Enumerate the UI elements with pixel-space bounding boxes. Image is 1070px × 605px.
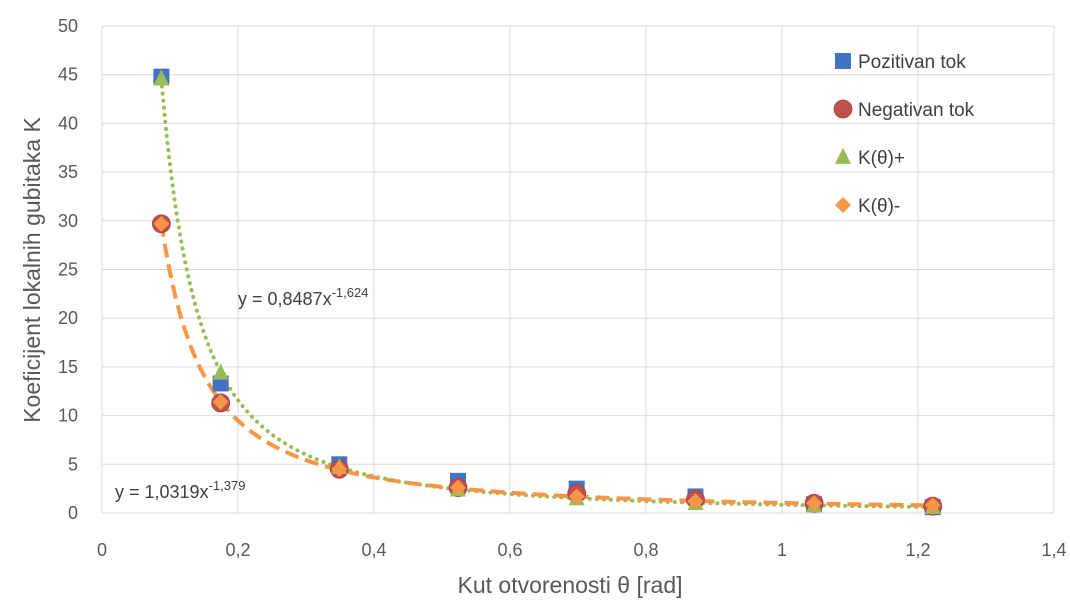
grid [101,25,1055,514]
data-point-diamond [153,215,170,232]
y-tick-label: 0 [68,503,78,523]
data-point-diamond [806,495,823,512]
y-tick-label: 25 [58,260,78,280]
y-tick-label: 20 [58,308,78,328]
data-point-triangle [212,363,229,380]
data-point-diamond [331,461,348,478]
y-tick-label: 30 [58,211,78,231]
legend-marker-diamond [835,197,851,213]
y-tick-label: 45 [58,65,78,85]
y-tick-label: 35 [58,162,78,182]
y-tick-label: 5 [68,454,78,474]
legend-label: K(θ)- [858,196,900,217]
y-tick-label: 15 [58,357,78,377]
data-point-diamond [687,493,704,510]
data-point-diamond [450,479,467,496]
x-axis-title: Kut otvorenosti θ [rad] [457,572,682,598]
x-tick-label: 0 [97,540,107,560]
x-tick-label: 0,4 [361,540,386,560]
legend-label: Pozitivan tok [858,52,966,73]
trendline-equation-plus: y = 0,8487x-1,624 [238,285,368,309]
data-point-triangle [153,69,170,86]
y-tick-label: 50 [58,16,78,36]
trendline-1 [159,222,933,508]
legend-marker-square [835,53,851,69]
legend-label: Negativan tok [858,100,975,121]
data-point-diamond [924,497,941,514]
y-axis-title: Koeficijent lokalnih gubitaka K [19,117,45,423]
x-tick-label: 0,8 [633,540,658,560]
legend: Pozitivan tok Negativan tok K(θ)+ K(θ)- [833,52,975,217]
trendline-0 [159,77,935,510]
y-tick-label: 10 [58,406,78,426]
x-tick-label: 1,2 [905,540,930,560]
legend-label: K(θ)+ [858,148,905,169]
x-tick-label: 0,6 [497,540,522,560]
x-tick-label: 0,2 [225,540,250,560]
legend-marker-circle [833,99,853,119]
legend-marker-triangle [835,147,851,164]
data-point-diamond [212,393,229,410]
y-tick-label: 40 [58,113,78,133]
trendlines [159,77,935,510]
trendline-equation-minus: y = 1,0319x-1,379 [115,478,245,502]
x-tick-label: 1 [777,540,787,560]
tick-labels: 0 5 10 15 20 25 30 35 40 45 50 0 0,2 0,4 0,6 0,8 1 1,2 1,4 [58,16,1067,560]
data-markers [151,68,943,516]
x-tick-label: 1,4 [1041,540,1066,560]
data-point-diamond [568,488,585,505]
